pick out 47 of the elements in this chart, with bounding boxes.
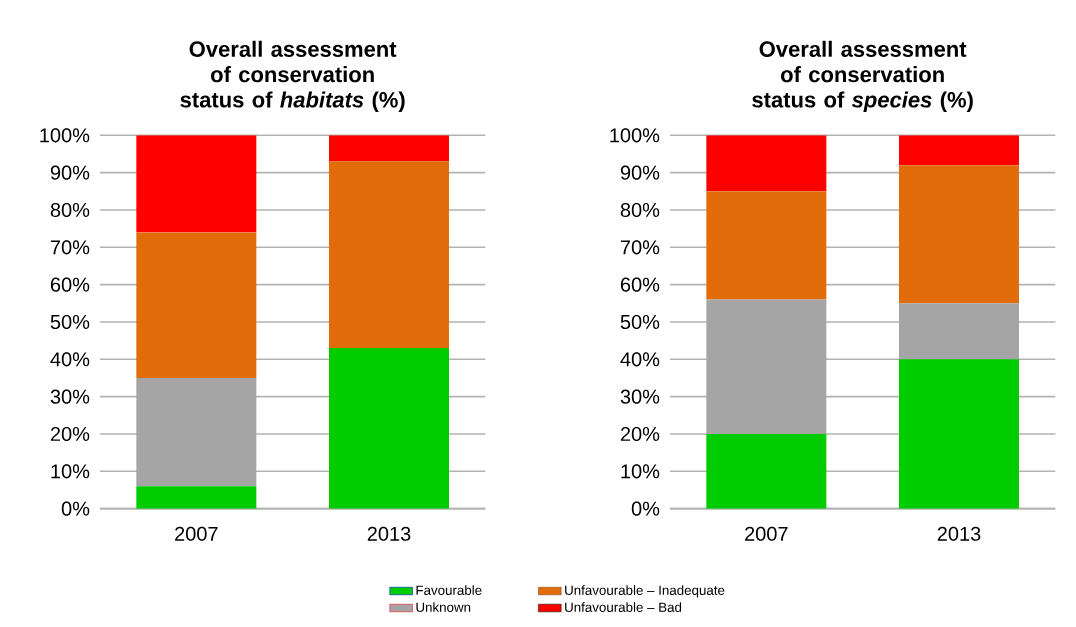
bar xyxy=(706,135,827,192)
bar xyxy=(136,378,257,487)
bar xyxy=(706,434,827,509)
bar xyxy=(329,161,449,349)
x-tick-label: 2007 xyxy=(175,526,218,542)
bar xyxy=(329,135,449,162)
bar xyxy=(899,135,1019,166)
legend-label: Favourable xyxy=(416,585,482,596)
bar xyxy=(899,359,1019,509)
chart-title: Overall assessment of conservation status of habitats (%) xyxy=(180,40,405,113)
y-tick-label: 0% xyxy=(631,501,660,516)
x-tick-label: 2013 xyxy=(367,526,411,542)
y-tick-label: 40% xyxy=(620,352,660,367)
y-tick-label: 30% xyxy=(620,389,660,404)
y-tick-label: 30% xyxy=(50,389,90,404)
y-tick-label: 40% xyxy=(50,352,90,367)
x-tick-label: 2013 xyxy=(937,526,981,542)
y-tick-label: 90% xyxy=(620,165,660,180)
y-tick-label: 10% xyxy=(621,464,660,479)
y-tick-label: 50% xyxy=(620,315,660,330)
y-tick-label: 70% xyxy=(620,240,660,255)
legend-label: Unfavourable – Bad xyxy=(565,602,682,613)
bar xyxy=(899,165,1019,304)
bar xyxy=(899,303,1019,360)
bar xyxy=(706,191,827,300)
y-tick-label: 20% xyxy=(620,427,660,442)
y-tick-label: 70% xyxy=(50,240,90,255)
y-tick-label: 60% xyxy=(620,277,660,292)
y-tick-label: 90% xyxy=(50,165,90,180)
y-tick-label: 80% xyxy=(50,203,90,218)
y-tick-label: 80% xyxy=(620,203,660,218)
bar xyxy=(329,348,449,509)
bar xyxy=(706,299,827,435)
y-tick-label: 0% xyxy=(61,501,90,516)
y-tick-label: 100% xyxy=(610,128,660,143)
y-tick-label: 50% xyxy=(50,315,90,330)
y-tick-label: 20% xyxy=(50,427,90,442)
bar xyxy=(136,232,257,379)
bar xyxy=(136,135,257,233)
y-tick-label: 60% xyxy=(50,277,90,292)
bar xyxy=(136,486,257,509)
chart-title: Overall assessment of conservation status of species (%) xyxy=(752,40,973,113)
y-tick-label: 100% xyxy=(40,128,90,143)
legend-label: Unknown xyxy=(416,602,471,613)
y-tick-label: 10% xyxy=(51,464,90,479)
legend-label: Unfavourable – Inadequate xyxy=(565,585,725,598)
x-tick-label: 2007 xyxy=(745,526,788,542)
